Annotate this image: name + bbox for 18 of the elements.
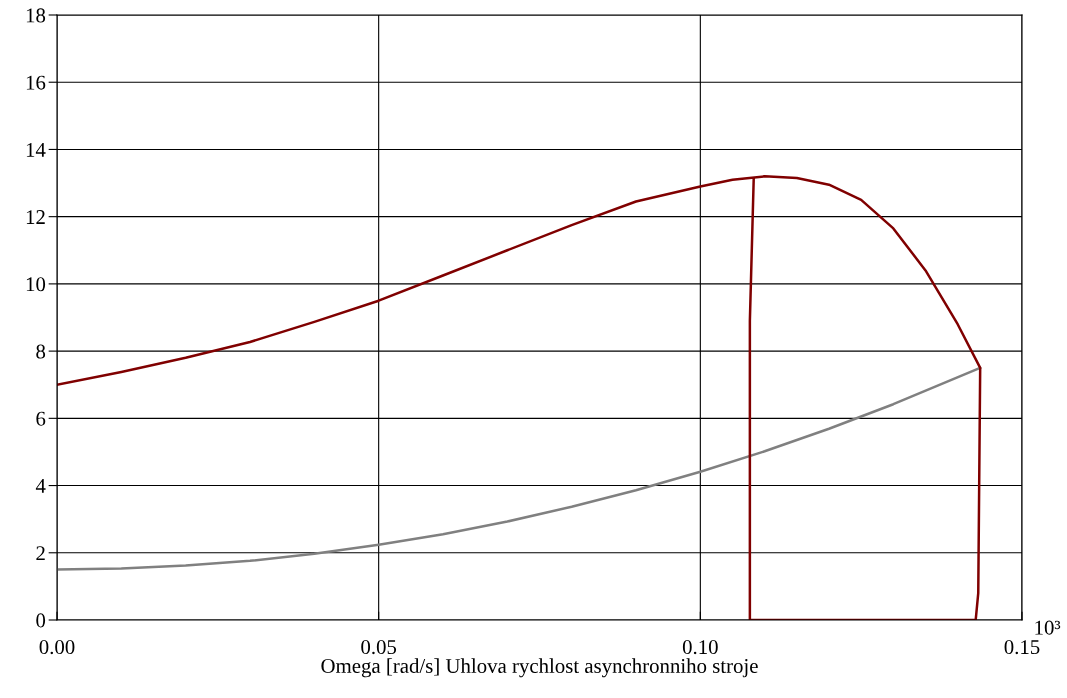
y-tick-label: 0: [36, 613, 46, 628]
x-tick-label: 0.15: [1004, 640, 1040, 655]
text: 10³: [1035, 620, 1061, 635]
x-tick-label: 0.00: [39, 640, 75, 655]
y-tick-label: 12: [26, 210, 45, 224]
x-tick-label: 0.05: [361, 640, 397, 655]
y-tick-label: 8: [36, 344, 46, 359]
y-tick-label: 2: [36, 546, 45, 561]
y-tick-label: 4: [35, 479, 46, 493]
x-tick-label: 0.10: [682, 640, 718, 655]
y-tick-label: 10: [26, 277, 46, 292]
y-tick-label: 6: [36, 411, 46, 426]
y-tick-label: 16: [26, 75, 46, 90]
y-tick-label: 18: [26, 8, 46, 23]
x-axis-title: Omega [rad/s] Uhlova rychlost asynchronniho stroje: [321, 658, 758, 678]
y-tick-label: 14: [26, 142, 46, 157]
line-series: [57, 366, 982, 571]
line-series: [57, 175, 982, 620]
